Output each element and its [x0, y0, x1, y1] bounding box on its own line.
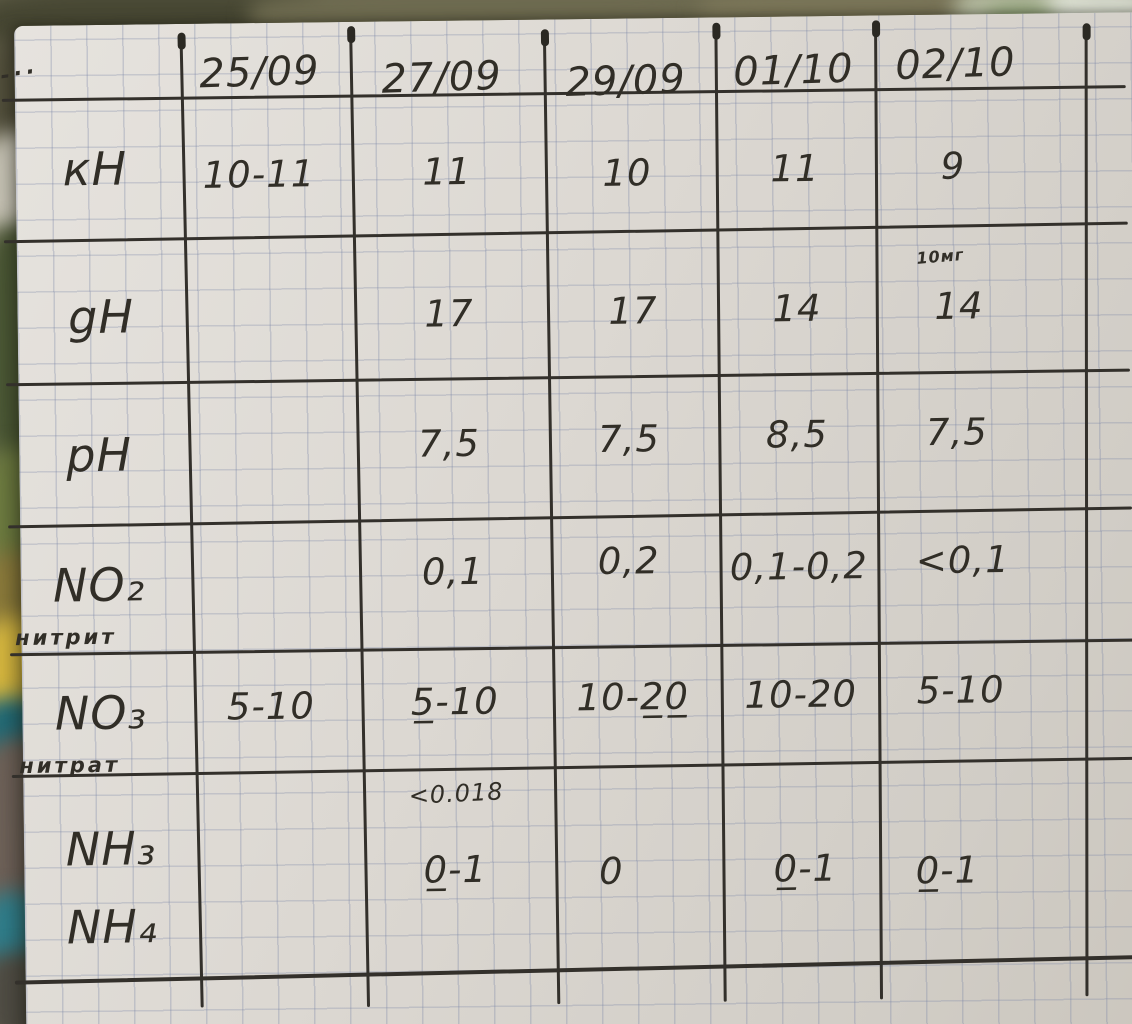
cell-ph-27-09: 7,5 [417, 421, 481, 466]
cell-no3-27-09: 5̲-10 [410, 679, 500, 724]
cell-no3-25-09: 5-10 [226, 684, 316, 729]
cell-note-gh-02-10: 10мг [915, 244, 965, 268]
row-label-nh4: NH₄ [66, 899, 158, 955]
cell-no2-27-09: 0,1 [421, 549, 485, 594]
cell-kh-27-09: 11 [422, 149, 472, 194]
table-grid-line-horizontal [8, 506, 1132, 529]
row-label-nh3: NH₃ [65, 821, 157, 877]
table-grid-line-horizontal [10, 638, 1132, 657]
table-grid-line-horizontal [11, 756, 1132, 779]
row-label-no2: NO₂ [52, 557, 146, 613]
corner-mark: -·· [0, 59, 40, 90]
header-date-02-10: 02/10 [894, 39, 1017, 90]
cell-kh-29-09: 10 [602, 151, 652, 195]
header-date-01-10: 01/10 [732, 45, 855, 96]
cell-no3-29-09: 10-2̲0̲ [576, 674, 690, 720]
header-date-29-09: 29/09 [564, 56, 687, 106]
cell-gh-01-10: 14 [772, 286, 822, 331]
row-sublabel-no2: нитрит [14, 624, 117, 651]
cell-nh-02-10: 0̲-1 [915, 848, 980, 893]
cell-kh-01-10: 11 [770, 146, 820, 191]
cell-no3-02-10: 5-10 [916, 668, 1005, 713]
header-date-27-09: 27/09 [380, 52, 503, 103]
row-label-kh: кН [62, 141, 128, 197]
row-sublabel-no3: нитрат [19, 752, 121, 779]
cell-nh-01-10: 0̲-1 [773, 846, 838, 891]
cell-kh-25-09: 10-11 [202, 152, 316, 197]
cell-kh-02-10: 9 [940, 144, 966, 188]
cell-ph-02-10: 7,5 [925, 410, 989, 455]
cell-no2-29-09: 0,2 [597, 539, 660, 584]
table-grid-line-vertical [349, 29, 371, 1008]
table-grid-line-horizontal [1, 85, 1126, 103]
cell-ph-01-10: 8,5 [765, 412, 829, 457]
table-grid-line-vertical [1084, 26, 1089, 997]
row-label-no3: NO₃ [54, 685, 148, 741]
table-grid-line-horizontal [14, 955, 1132, 985]
row-label-ph: pH [65, 427, 133, 483]
cell-ph-29-09: 7,5 [597, 417, 661, 462]
table-grid-line-horizontal [3, 221, 1128, 244]
cell-gh-27-09: 17 [424, 291, 474, 336]
cell-nh-27-09: 0̲-1 [423, 847, 488, 892]
header-date-25-09: 25/09 [198, 47, 321, 98]
cell-no2-02-10: <0,1 [915, 537, 1011, 583]
row-label-gh: gH [67, 289, 135, 345]
cell-no2-01-10: 0,1-0,2 [729, 544, 869, 590]
cell-gh-29-09: 17 [608, 289, 658, 333]
cell-gh-02-10: 14 [934, 284, 984, 329]
cell-note-nh-27-09: <0.018 [408, 777, 505, 811]
cell-no3-01-10: 10-20 [744, 672, 858, 717]
table-grid-line-horizontal [6, 368, 1130, 387]
cell-nh-29-09: 0 [598, 849, 624, 894]
